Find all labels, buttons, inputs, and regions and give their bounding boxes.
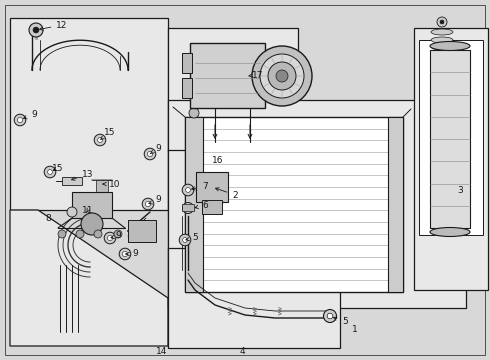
Ellipse shape xyxy=(430,228,470,237)
Ellipse shape xyxy=(431,37,453,43)
Text: 6: 6 xyxy=(195,201,208,210)
Bar xyxy=(168,100,466,308)
Text: 9: 9 xyxy=(149,195,161,204)
Circle shape xyxy=(33,27,39,33)
Bar xyxy=(190,43,265,108)
Circle shape xyxy=(327,313,333,319)
Bar xyxy=(182,53,192,73)
Circle shape xyxy=(276,70,288,82)
Bar xyxy=(182,78,192,98)
Circle shape xyxy=(114,230,122,238)
Bar xyxy=(185,117,403,292)
Ellipse shape xyxy=(431,29,453,35)
Polygon shape xyxy=(10,210,168,346)
Circle shape xyxy=(14,114,26,126)
Circle shape xyxy=(58,230,66,238)
Circle shape xyxy=(323,310,337,323)
Circle shape xyxy=(186,188,191,192)
Text: 8: 8 xyxy=(45,213,51,222)
Text: 9: 9 xyxy=(111,231,121,240)
Text: 5: 5 xyxy=(186,234,198,243)
Bar xyxy=(388,117,403,292)
Circle shape xyxy=(104,232,116,244)
Circle shape xyxy=(98,138,102,143)
Bar xyxy=(196,172,228,202)
Circle shape xyxy=(144,148,156,160)
Ellipse shape xyxy=(431,44,453,50)
Text: 7: 7 xyxy=(192,181,208,190)
Circle shape xyxy=(179,234,191,246)
Bar xyxy=(72,192,112,218)
Circle shape xyxy=(252,46,312,106)
Text: 16: 16 xyxy=(212,156,224,165)
Text: 3: 3 xyxy=(457,185,463,194)
Text: 4: 4 xyxy=(239,347,245,356)
Circle shape xyxy=(81,213,103,235)
Text: 5: 5 xyxy=(334,317,348,327)
Text: 12: 12 xyxy=(40,21,68,30)
Bar xyxy=(168,150,238,308)
Text: 15: 15 xyxy=(101,127,116,139)
Bar xyxy=(182,204,194,211)
Text: 15: 15 xyxy=(52,163,64,172)
Bar xyxy=(10,18,168,210)
Circle shape xyxy=(142,198,154,210)
Text: 9: 9 xyxy=(126,249,138,258)
Circle shape xyxy=(48,170,52,174)
Circle shape xyxy=(260,54,304,98)
Circle shape xyxy=(440,20,444,24)
Text: 10: 10 xyxy=(103,180,121,189)
Bar xyxy=(168,248,340,348)
Bar xyxy=(185,117,203,292)
Text: 9: 9 xyxy=(150,144,161,154)
Circle shape xyxy=(107,235,113,240)
Circle shape xyxy=(182,202,194,213)
Text: 17: 17 xyxy=(249,71,264,80)
Bar xyxy=(62,177,82,185)
Text: 11: 11 xyxy=(82,206,94,215)
Circle shape xyxy=(18,117,23,123)
Circle shape xyxy=(147,152,152,157)
Circle shape xyxy=(182,184,194,196)
Circle shape xyxy=(119,248,131,260)
Circle shape xyxy=(183,238,187,242)
Text: 14: 14 xyxy=(156,347,168,356)
Bar xyxy=(202,200,222,214)
Circle shape xyxy=(67,207,77,217)
Bar xyxy=(430,50,470,228)
Text: 1: 1 xyxy=(352,325,358,334)
Circle shape xyxy=(268,62,296,90)
Circle shape xyxy=(29,23,43,37)
Text: 13: 13 xyxy=(72,170,94,180)
Circle shape xyxy=(146,201,150,207)
Bar xyxy=(96,180,108,192)
Circle shape xyxy=(44,166,56,178)
Bar xyxy=(128,220,156,242)
Circle shape xyxy=(94,134,106,146)
Circle shape xyxy=(189,108,199,118)
Ellipse shape xyxy=(430,41,470,50)
Circle shape xyxy=(122,251,127,257)
Bar xyxy=(168,28,298,152)
Text: 2: 2 xyxy=(216,188,238,199)
Bar xyxy=(414,28,488,290)
Bar xyxy=(419,40,483,235)
Circle shape xyxy=(76,230,84,238)
Text: 9: 9 xyxy=(24,109,37,119)
Circle shape xyxy=(94,230,102,238)
Circle shape xyxy=(437,17,447,27)
